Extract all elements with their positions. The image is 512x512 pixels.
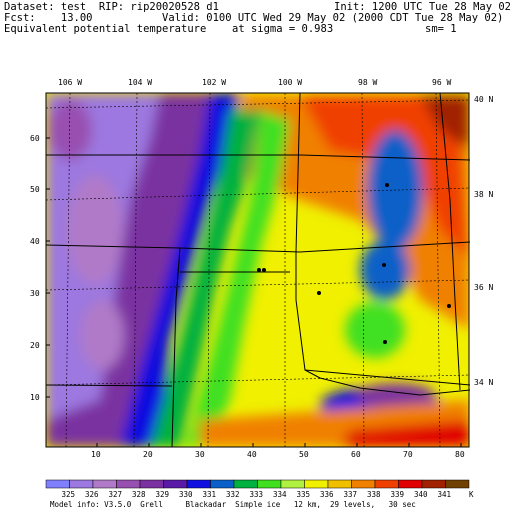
lon-label-98w: 98 W	[358, 78, 378, 87]
colorbar-swatch	[421, 479, 446, 489]
header-line3-left: Equivalent potential temperature	[4, 23, 207, 35]
header-line1-right: Init: 1200 UTC Tue 28 May 02	[334, 1, 512, 13]
colorbar-swatch	[445, 479, 470, 489]
map-frame	[45, 92, 470, 448]
colorbar-value-label: 329	[155, 490, 170, 499]
colorbar-swatch	[45, 479, 70, 489]
colorbar-swatch	[139, 479, 164, 489]
lat-label-38n: 38 N	[474, 190, 494, 199]
colorbar-unit-label: K	[469, 490, 474, 499]
colorbar-value-label: 327	[108, 490, 123, 499]
colorbar-swatch	[304, 479, 329, 489]
colorbar-value-label: 325	[61, 490, 76, 499]
colorbar-swatch	[398, 479, 423, 489]
latlon-grid	[45, 92, 471, 448]
y-tick-20: 20	[30, 341, 40, 350]
axis-ticks	[46, 137, 462, 447]
station-markers	[257, 183, 451, 344]
colorbar-swatch	[280, 479, 305, 489]
colorbar-swatch	[327, 479, 352, 489]
y-tick-10: 10	[30, 393, 40, 402]
colorbar-value-label: 336	[320, 490, 334, 499]
header-line2-left: Fcst: 13.00	[4, 12, 93, 24]
x-tick-10: 10	[91, 450, 101, 459]
colorbar-value-label: 339	[390, 490, 405, 499]
lat-label-34n: 34 N	[474, 378, 494, 387]
colorbar-swatch	[163, 479, 188, 489]
colorbar-value-label: 335	[296, 490, 311, 499]
lon-label-104w: 104 W	[128, 78, 153, 87]
colorbar	[45, 479, 470, 489]
colorbar-swatch	[210, 479, 235, 489]
y-tick-50: 50	[30, 185, 40, 194]
colorbar-value-label: 337	[343, 490, 358, 499]
x-tick-50: 50	[299, 450, 309, 459]
x-tick-60: 60	[351, 450, 361, 459]
colorbar-value-label: 331	[202, 490, 217, 499]
lon-label-100w: 100 W	[278, 78, 303, 87]
colorbar-swatch	[69, 479, 94, 489]
lon-label-96w: 96 W	[432, 78, 452, 87]
y-tick-40: 40	[30, 237, 40, 246]
colorbar-value-label: 330	[179, 490, 193, 499]
colorbar-value-label: 334	[273, 490, 287, 499]
x-tick-20: 20	[143, 450, 153, 459]
lon-label-106w: 106 W	[58, 78, 83, 87]
lat-label-36n: 36 N	[474, 283, 494, 292]
colorbar-swatch	[374, 479, 399, 489]
colorbar-value-label: 326	[85, 490, 99, 499]
y-tick-30: 30	[30, 289, 40, 298]
colorbar-value-label: 338	[367, 490, 381, 499]
colorbar-value-label: 328	[132, 490, 146, 499]
header-line3-mid: at sigma = 0.983	[232, 23, 334, 35]
colorbar-swatch	[351, 479, 376, 489]
model-info-footer: Model info: V3.5.0 Grell Blackadar Simpl…	[50, 500, 416, 509]
header-line2-right: Valid: 0100 UTC Wed 29 May 02 (2000 CDT …	[162, 12, 504, 24]
y-tick-60: 60	[30, 134, 40, 143]
x-tick-70: 70	[403, 450, 413, 459]
x-tick-30: 30	[195, 450, 205, 459]
colorbar-value-label: 332	[226, 490, 240, 499]
colorbar-value-label: 333	[249, 490, 264, 499]
colorbar-swatch	[116, 479, 141, 489]
header-line1-left: Dataset: test RIP: rip20020528 d1	[4, 1, 219, 13]
colorbar-swatch	[257, 479, 282, 489]
state-boundaries	[45, 92, 471, 448]
colorbar-value-label: 340	[414, 490, 428, 499]
x-tick-80: 80	[455, 450, 465, 459]
x-tick-40: 40	[247, 450, 257, 459]
lat-label-40n: 40 N	[474, 95, 494, 104]
colorbar-swatch	[233, 479, 258, 489]
lon-label-102w: 102 W	[202, 78, 227, 87]
colorbar-value-label: 341	[437, 490, 452, 499]
header-line3-right: sm= 1	[425, 23, 457, 35]
colorbar-swatch	[92, 479, 117, 489]
colorbar-swatch	[186, 479, 211, 489]
